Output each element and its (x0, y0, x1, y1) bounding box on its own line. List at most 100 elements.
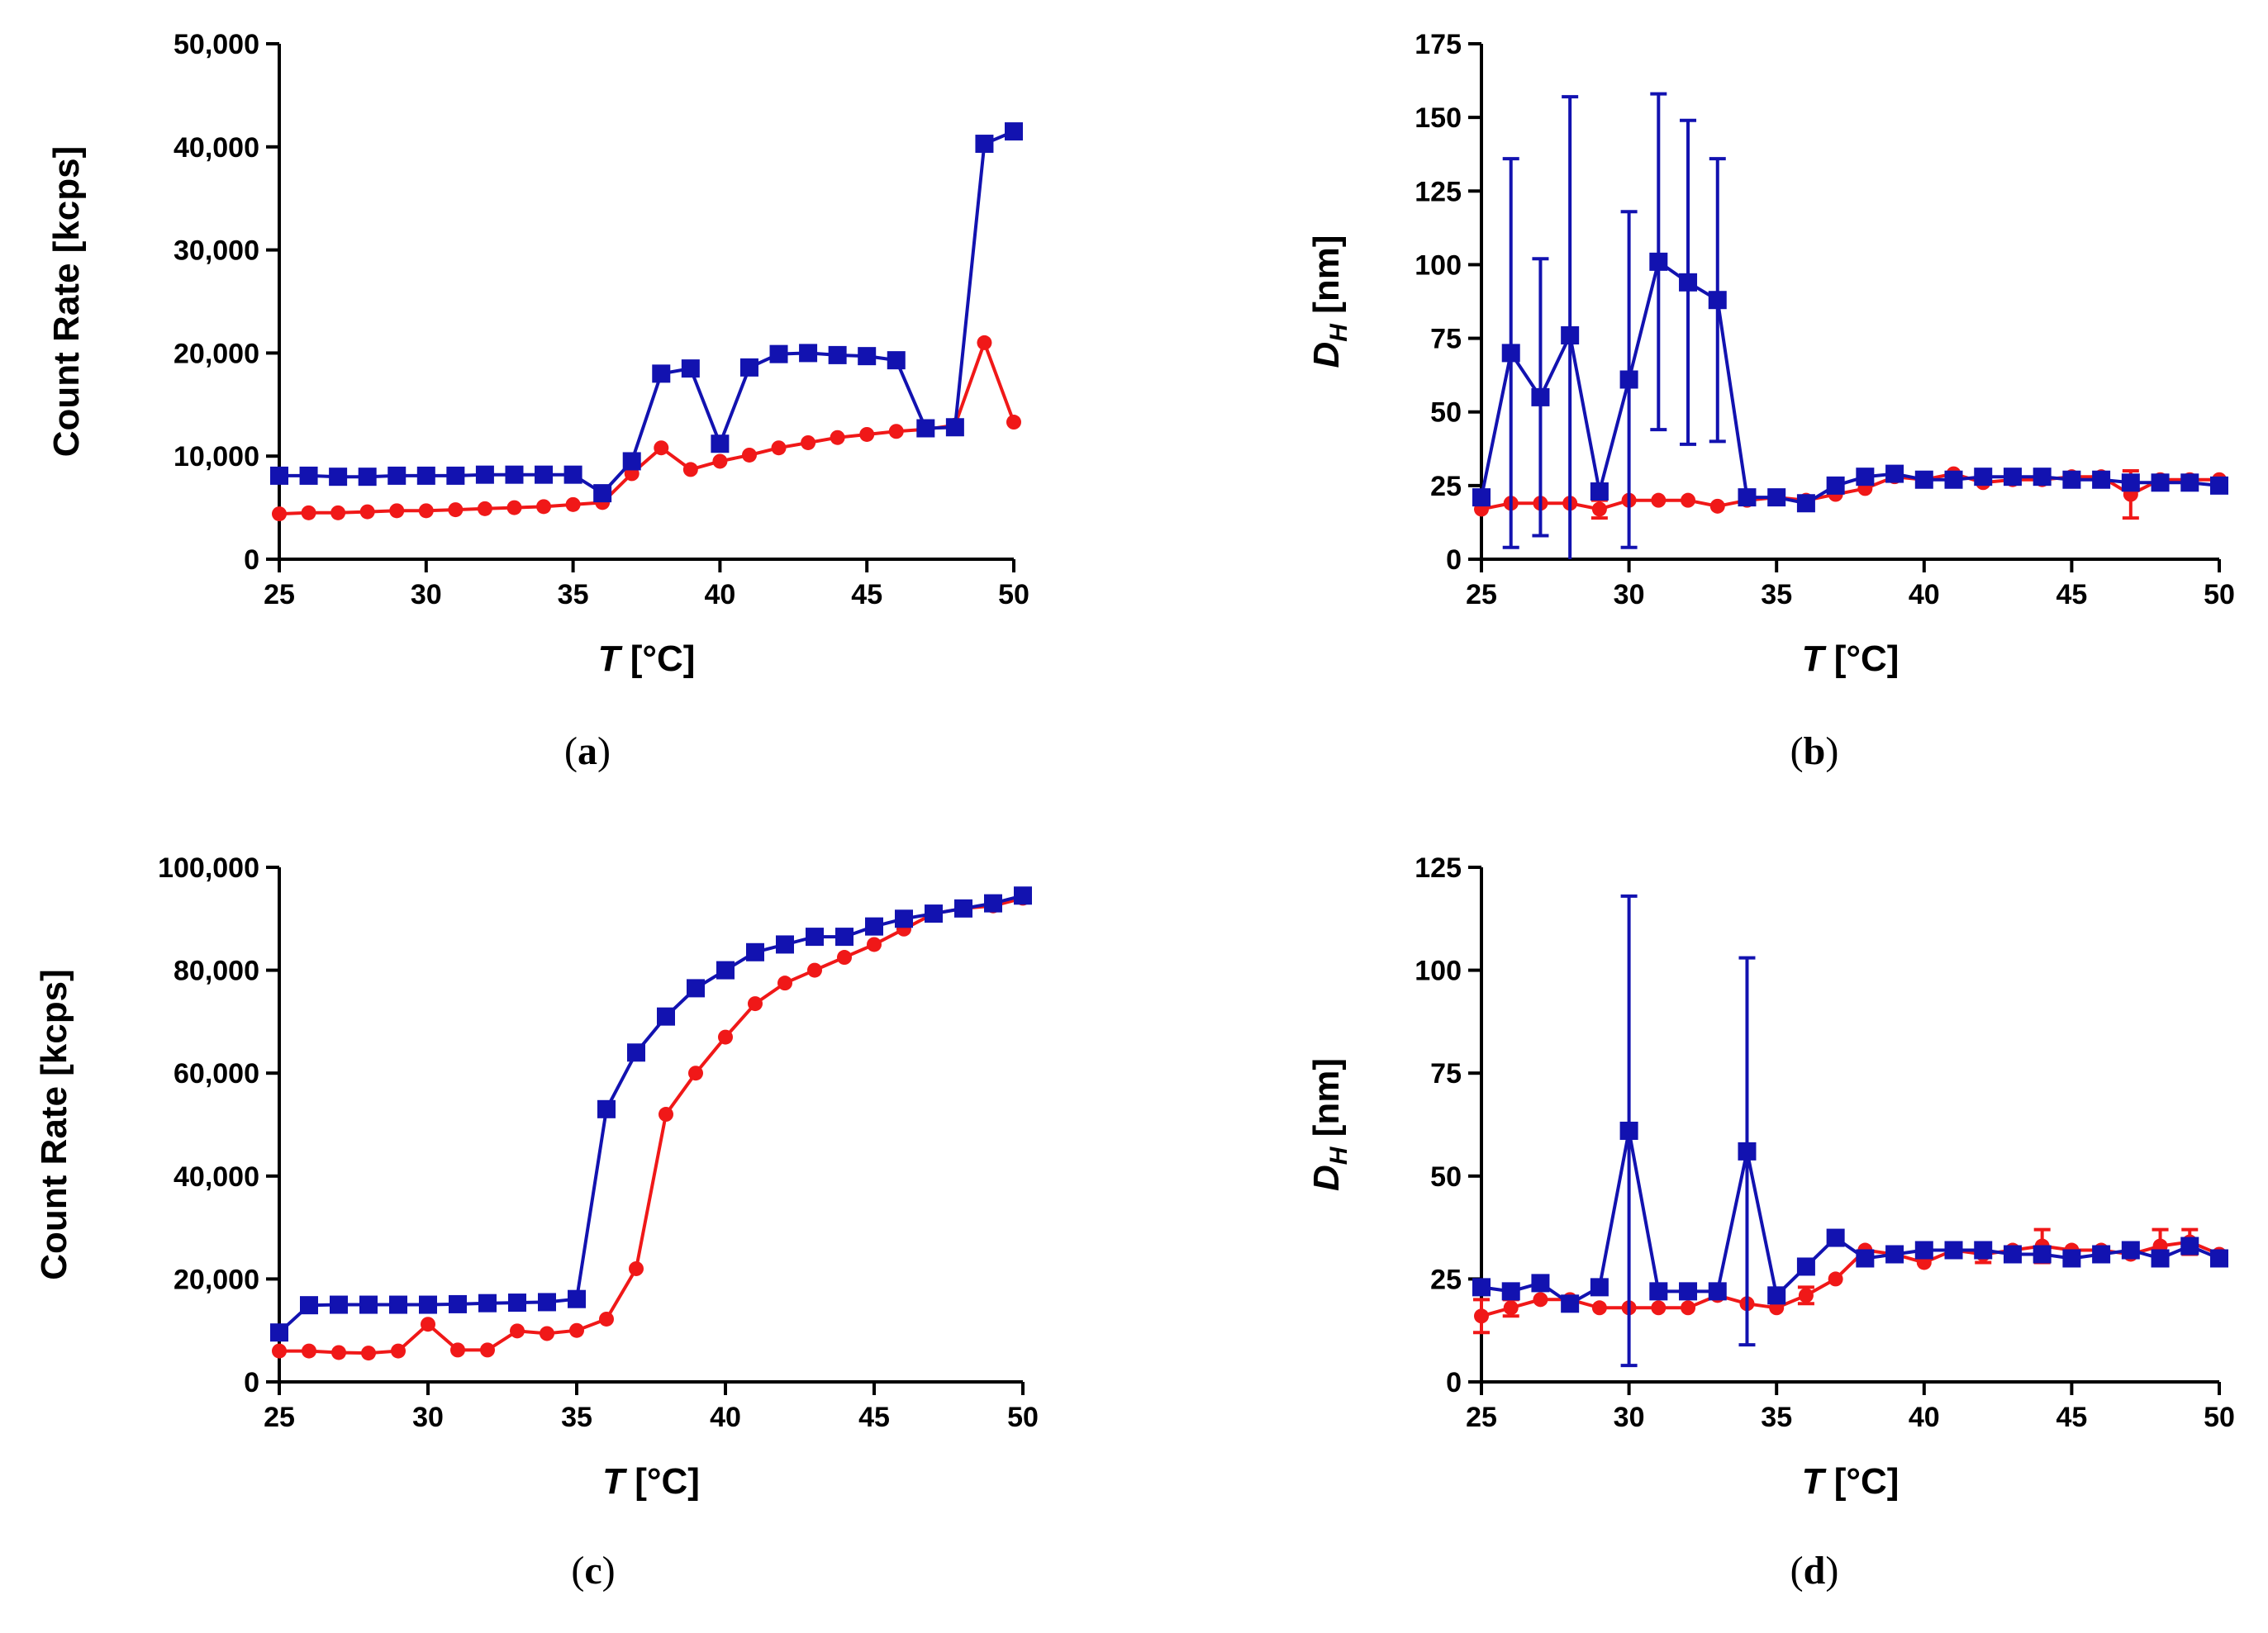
series-blue (1472, 92, 2228, 559)
data-point-square (568, 1289, 586, 1308)
data-point-square (858, 347, 877, 366)
y-tick-label: 20,000 (174, 1264, 259, 1295)
y-tick-label: 80,000 (174, 956, 259, 987)
data-point-circle (688, 1066, 703, 1081)
data-point-circle (421, 1317, 435, 1332)
data-point-square (799, 344, 818, 363)
data-point-square (1619, 1121, 1638, 1140)
x-axis-label: T [°C] (1802, 1461, 1900, 1502)
data-point-square (746, 942, 764, 961)
series-blue (270, 886, 1032, 1342)
series-blue (270, 122, 1023, 503)
data-point-square (1974, 1241, 1993, 1260)
data-point-square (2033, 1245, 2052, 1264)
y-axis-label: Count Rate [kcps] (46, 146, 87, 457)
y-tick-label: 0 (1446, 1367, 1462, 1398)
data-point-circle (599, 1311, 614, 1327)
data-point-square (1914, 1241, 1933, 1260)
data-point-square (1531, 1274, 1550, 1293)
data-point-square (975, 135, 994, 154)
caption-close-paren: ) (1825, 729, 1838, 773)
data-point-square (535, 465, 554, 484)
data-point-square (2062, 470, 2081, 489)
x-tick-label: 30 (411, 579, 442, 610)
data-point-square (776, 935, 794, 954)
data-point-square (1738, 1142, 1757, 1161)
data-point-square (1561, 326, 1580, 345)
x-axis-label: T [°C] (1802, 638, 1900, 679)
data-point-square (1501, 1282, 1520, 1301)
data-point-square (2003, 1245, 2022, 1264)
x-tick-label: 50 (2204, 1402, 2235, 1433)
data-point-circle (718, 1029, 733, 1045)
data-point-square (597, 1099, 616, 1118)
y-tick-label: 20,000 (174, 338, 259, 369)
data-point-square (388, 466, 407, 485)
data-point-square (769, 344, 788, 363)
data-point-square (330, 1295, 348, 1314)
caption-open-paren: ( (1790, 729, 1804, 773)
data-point-square (329, 468, 348, 487)
x-tick-label: 40 (710, 1402, 741, 1433)
data-point-square (416, 466, 435, 485)
data-point-square (916, 419, 935, 438)
data-point-circle (331, 1345, 346, 1360)
data-point-square (652, 364, 671, 383)
x-axis-label-symbol: T (1802, 1461, 1827, 1502)
data-point-square (1590, 482, 1609, 501)
data-point-square (449, 1294, 467, 1313)
y-tick-label: 60,000 (174, 1058, 259, 1089)
panel-caption: (a) (564, 729, 611, 773)
x-tick-label: 50 (1007, 1402, 1039, 1433)
series-line-blue (279, 130, 1015, 496)
data-point-square (865, 917, 883, 936)
data-point-square (358, 468, 377, 487)
data-point-circle (830, 430, 845, 445)
data-point-square (446, 466, 465, 485)
data-point-square (1005, 122, 1023, 141)
data-point-square (1796, 1257, 1815, 1276)
data-point-square (563, 465, 582, 484)
y-tick-label: 100,000 (158, 852, 259, 884)
data-point-circle (977, 335, 992, 350)
data-point-circle (272, 1343, 287, 1359)
data-point-square (299, 466, 318, 485)
data-point-circle (777, 976, 792, 991)
data-point-circle (748, 996, 763, 1012)
series-line-blue (1480, 259, 2220, 506)
y-axis-label: DH [nm] (1306, 1058, 1353, 1191)
data-point-circle (301, 505, 316, 520)
data-point-square (1856, 468, 1875, 487)
x-tick-label: 45 (2056, 1402, 2087, 1433)
y-tick-label: 0 (1446, 544, 1462, 576)
data-point-circle (629, 1260, 644, 1276)
data-point-square (954, 899, 972, 918)
x-tick-label: 25 (1466, 579, 1497, 610)
data-point-square (1914, 470, 1933, 489)
data-point-square (2033, 468, 2052, 487)
x-axis-label-symbol: T (1802, 638, 1827, 679)
data-point-square (505, 465, 524, 484)
data-point-square (1944, 1241, 1963, 1260)
y-tick-label: 0 (244, 1367, 259, 1398)
data-point-square (1856, 1249, 1875, 1268)
series-red (272, 335, 1021, 522)
x-tick-label: 30 (412, 1402, 444, 1433)
y-tick-label: 0 (244, 544, 259, 576)
x-tick-label: 25 (1466, 1402, 1497, 1433)
data-point-square (538, 1293, 556, 1312)
data-point-circle (801, 434, 816, 450)
x-tick-label: 45 (851, 579, 882, 610)
data-point-square (2210, 1249, 2228, 1268)
data-point-square (1501, 344, 1520, 363)
data-point-square (1708, 291, 1727, 310)
data-point-square (2092, 470, 2111, 489)
data-point-square (1767, 1286, 1786, 1305)
data-point-square (419, 1295, 437, 1314)
data-point-square (1561, 1294, 1580, 1313)
y-axis-label-unit: [nm] (1306, 235, 1347, 325)
y-axis-label-subscript: H (1325, 1146, 1353, 1165)
x-tick-label: 35 (561, 1402, 592, 1433)
data-point-square (1649, 1282, 1668, 1301)
x-axis-label-symbol: T (602, 1461, 627, 1502)
